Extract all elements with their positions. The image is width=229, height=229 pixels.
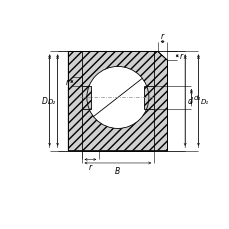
Text: r: r [66,78,69,87]
Text: r: r [179,52,182,61]
Polygon shape [81,87,91,109]
Text: d: d [186,97,191,106]
Polygon shape [68,52,167,151]
Text: r: r [160,31,164,40]
Text: r: r [88,162,92,171]
Circle shape [87,67,148,129]
Text: D: D [41,97,47,106]
Text: D₂: D₂ [47,98,55,104]
Text: B: B [115,166,120,175]
Text: D₁: D₁ [200,98,208,104]
Polygon shape [144,87,153,109]
Text: d₁: d₁ [193,95,200,101]
